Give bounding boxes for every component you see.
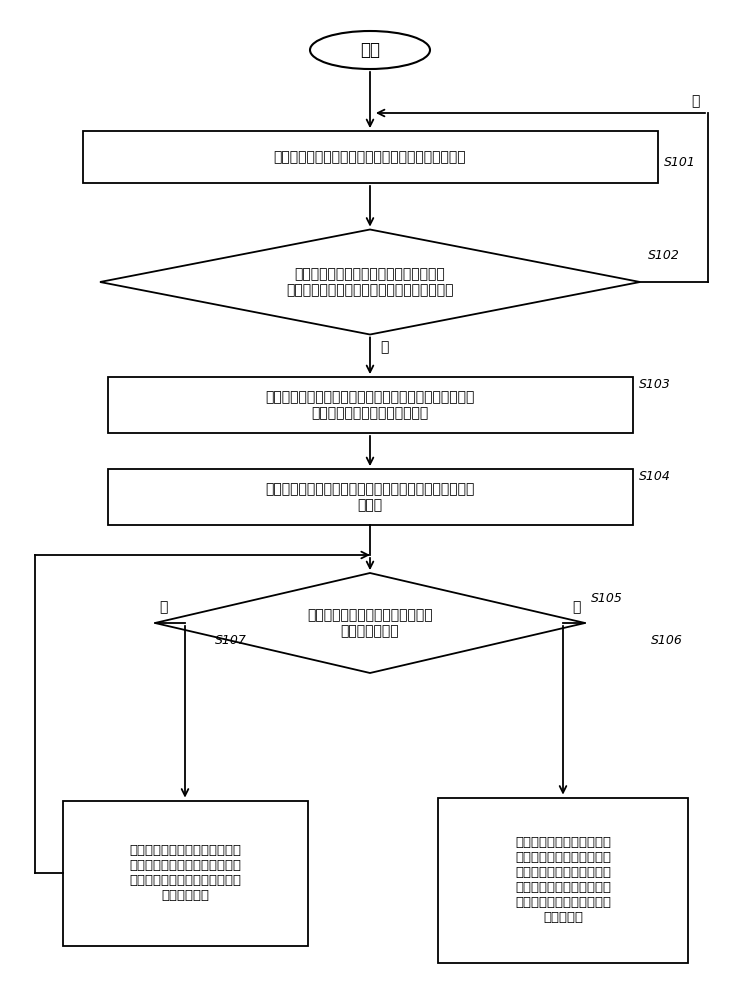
Polygon shape bbox=[155, 573, 585, 673]
Bar bbox=[438, 798, 688, 962]
Text: 如果判断第一电极与第二电极之间发生粘连，保存当前加
热平均功率为第一加热平均功率: 如果判断第一电极与第二电极之间发生粘连，保存当前加 热平均功率为第一加热平均功率 bbox=[266, 390, 474, 420]
Text: S104: S104 bbox=[639, 471, 670, 484]
Polygon shape bbox=[100, 230, 640, 334]
Text: 通过调整加热平均功率的方式控制电烹饪器进行加热: 通过调整加热平均功率的方式控制电烹饪器进行加热 bbox=[274, 150, 466, 164]
Text: 是: 是 bbox=[380, 340, 388, 355]
Text: S103: S103 bbox=[639, 378, 670, 391]
Text: 开始: 开始 bbox=[360, 41, 380, 59]
Text: 是: 是 bbox=[573, 600, 581, 614]
Text: S106: S106 bbox=[651, 635, 683, 648]
Text: 持续检测第一电极与第二电极之间
是否还发生粘连: 持续检测第一电极与第二电极之间 是否还发生粘连 bbox=[307, 608, 433, 638]
Text: S102: S102 bbox=[648, 249, 680, 262]
Text: S107: S107 bbox=[215, 635, 247, 648]
Bar bbox=[107, 469, 633, 525]
Bar bbox=[62, 800, 308, 946]
Text: S101: S101 bbox=[664, 155, 696, 168]
Ellipse shape bbox=[310, 31, 430, 69]
Text: 经过第一预设时间后，如果
第一电极与第二电极之间还
发生粘连，则控制电烹饪器
以预设的第二加热平均功率
进行加热，以使电烹饪器处
于微沸状态: 经过第一预设时间后，如果 第一电极与第二电极之间还 发生粘连，则控制电烹饪器 以… bbox=[515, 836, 611, 924]
Text: 检测第一电极与第二电极之间的通断状态
以判断第一电极与第二电极之间是否发生粘连: 检测第一电极与第二电极之间的通断状态 以判断第一电极与第二电极之间是否发生粘连 bbox=[286, 267, 454, 297]
Bar bbox=[82, 131, 658, 183]
Bar bbox=[107, 377, 633, 433]
Text: 控制电烹饪器停止加热或者减小加热平均功率，计时器开
始计时: 控制电烹饪器停止加热或者减小加热平均功率，计时器开 始计时 bbox=[266, 482, 474, 512]
Text: S105: S105 bbox=[591, 591, 623, 604]
Text: 否: 否 bbox=[159, 600, 167, 614]
Text: 经过第一预设时间后，如果第一
电极与第二电极之间不粘连，重
新以第一加热平均功率控制电烹
饪器进行加热: 经过第一预设时间后，如果第一 电极与第二电极之间不粘连，重 新以第一加热平均功率… bbox=[129, 844, 241, 902]
Text: 否: 否 bbox=[692, 94, 700, 108]
